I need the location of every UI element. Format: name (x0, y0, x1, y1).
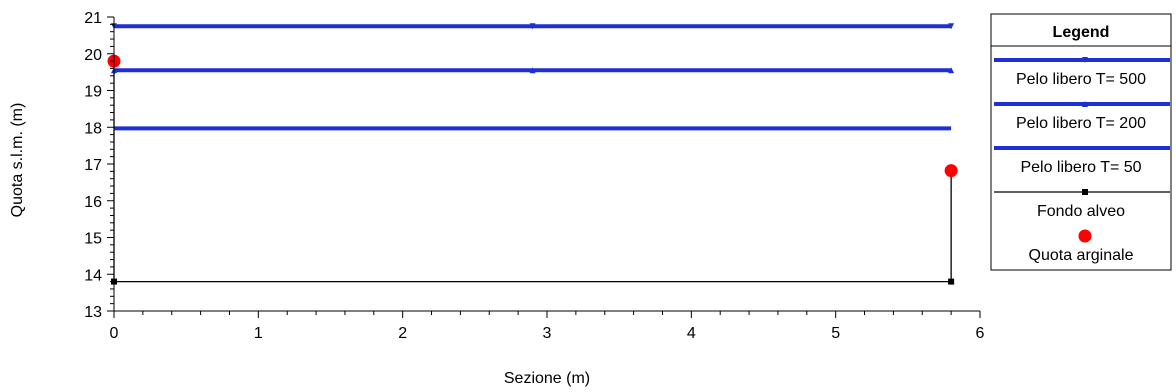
y-tick-label: 14 (84, 267, 102, 284)
y-tick-label: 19 (84, 84, 102, 101)
data-point-quota-arginale (944, 164, 958, 178)
y-tick-label: 21 (84, 10, 102, 27)
y-tick-label: 15 (84, 231, 102, 248)
data-point-fondo-alveo (948, 278, 955, 285)
x-tick-label: 6 (976, 325, 985, 342)
data-point-pelo-libero-t-200 (529, 67, 536, 74)
x-tick-label: 4 (687, 325, 696, 342)
legend-swatch-marker (1082, 101, 1088, 107)
legend-box (990, 13, 1172, 271)
legend-label: Quota arginale (1029, 247, 1134, 264)
legend-label: Pelo libero T= 50 (1020, 159, 1141, 176)
y-axis-title: Quota s.l.m. (m) (9, 103, 26, 218)
legend-label: Fondo alveo (1037, 203, 1125, 220)
data-point-pelo-libero-t-500 (529, 23, 536, 30)
y-tick-label: 17 (84, 157, 102, 174)
legend-swatch-marker (1082, 57, 1088, 63)
legend-swatch-marker (1082, 189, 1088, 195)
legend: Legend Pelo libero T= 500 Pelo libero T= … (990, 13, 1172, 271)
y-tick-label: 18 (84, 120, 102, 137)
y-tick-label: 20 (84, 47, 102, 64)
x-tick-label: 1 (254, 325, 263, 342)
x-axis-title: Sezione (m) (504, 370, 590, 387)
legend-swatch-marker (1078, 229, 1092, 243)
legend-label: Pelo libero T= 200 (1016, 115, 1146, 132)
data-point-pelo-libero-t-200 (948, 67, 955, 74)
legend-title: Legend (1053, 24, 1110, 41)
y-tick-label: 16 (84, 194, 102, 211)
x-tick-label: 5 (831, 325, 840, 342)
data-point-pelo-libero-t-500 (948, 23, 955, 30)
y-tick-label: 13 (84, 304, 102, 321)
x-tick-label: 3 (543, 325, 552, 342)
series-line-fondo-alveo (113, 61, 952, 283)
legend-label: Pelo libero T= 500 (1016, 71, 1146, 88)
x-tick-label: 0 (110, 325, 119, 342)
x-tick-label: 2 (398, 325, 407, 342)
plot-area (107, 23, 958, 285)
axes: Sezione (m) Quota s.l.m. (m) 13141516171… (9, 10, 985, 387)
